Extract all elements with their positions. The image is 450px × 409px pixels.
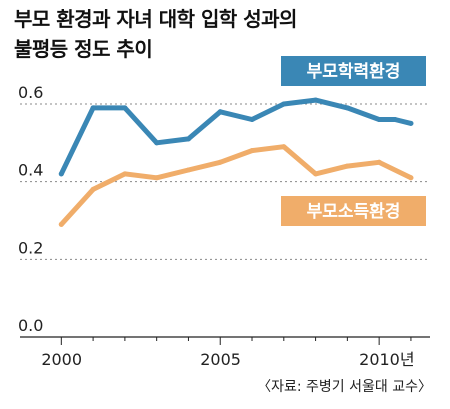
- data-point: [154, 140, 160, 146]
- legend-item-1: 부모학력환경: [281, 56, 426, 86]
- data-point: [154, 175, 160, 181]
- legend-swatch: [281, 196, 426, 226]
- data-point: [313, 171, 319, 177]
- data-point: [185, 136, 191, 142]
- data-point: [58, 221, 64, 227]
- data-point: [408, 175, 414, 181]
- data-point: [408, 120, 414, 126]
- data-point: [313, 97, 319, 103]
- x-tick-label: 2005: [200, 350, 241, 369]
- y-tick-label: 0.0: [18, 316, 43, 335]
- data-point: [58, 171, 64, 177]
- y-tick-label: 0.2: [18, 238, 43, 257]
- data-point: [122, 105, 128, 111]
- data-point: [281, 101, 287, 107]
- data-point: [376, 159, 382, 165]
- source-note: 〈자료: 주병기 서울대 교수〉: [257, 379, 432, 395]
- x-tick-label: 2010년: [359, 350, 414, 369]
- data-point: [249, 148, 255, 154]
- series-line-2: [58, 144, 414, 227]
- data-point: [344, 105, 350, 111]
- data-point: [90, 186, 96, 192]
- y-tick-label: 0.6: [18, 83, 43, 102]
- legend-item-2: 부모소득환경: [281, 196, 426, 226]
- data-point: [217, 159, 223, 165]
- data-point: [90, 105, 96, 111]
- data-point: [122, 171, 128, 177]
- data-point: [281, 144, 287, 150]
- legend-label: 부모소득환경: [307, 202, 401, 222]
- y-tick-label: 0.4: [18, 161, 43, 180]
- data-point: [344, 163, 350, 169]
- x-tick-label: 2000: [41, 350, 82, 369]
- data-point: [376, 117, 382, 123]
- data-point: [249, 117, 255, 123]
- chart-title: 부모 환경과 자녀 대학 입학 성과의 불평등 정도 추이: [14, 4, 297, 64]
- data-point: [217, 109, 223, 115]
- legend-swatch: [281, 56, 426, 86]
- title-line-2: 불평등 정도 추이: [14, 37, 153, 61]
- legend-label: 부모학력환경: [307, 62, 401, 82]
- data-point: [185, 167, 191, 173]
- title-line-1: 부모 환경과 자녀 대학 입학 성과의: [14, 7, 297, 31]
- data-point: [392, 117, 398, 123]
